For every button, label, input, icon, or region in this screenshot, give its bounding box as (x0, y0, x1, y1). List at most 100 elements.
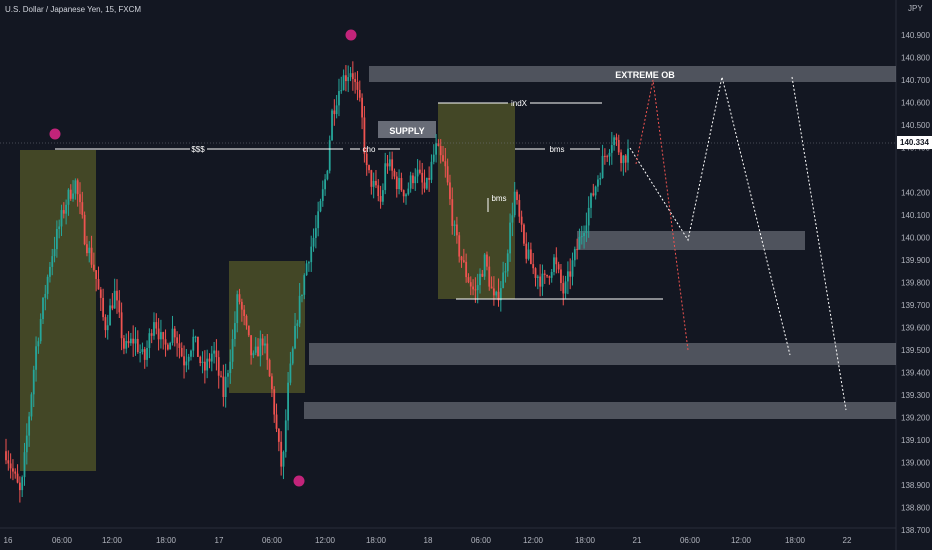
price-tick-label: 139.700 (901, 301, 930, 310)
time-tick-label: 12:00 (523, 536, 544, 545)
price-tick-label: 138.900 (901, 481, 930, 490)
candle-body (271, 376, 273, 390)
candle-body (171, 328, 174, 343)
price-tick-label: 139.400 (901, 369, 930, 378)
candle-body (185, 361, 188, 366)
candle-body (42, 297, 44, 320)
candle-body (462, 260, 465, 262)
candle-body (486, 254, 488, 267)
time-tick-label: 18:00 (366, 536, 387, 545)
candle-body (326, 170, 329, 180)
candle-body (416, 169, 419, 177)
candle-body (499, 288, 502, 301)
candle-body (146, 347, 148, 360)
candle-body (379, 196, 382, 202)
time-tick-label: 17 (215, 536, 224, 545)
candle-body (25, 435, 28, 453)
candle-body (28, 416, 31, 436)
zone-139-1 (304, 402, 896, 419)
candle-body (520, 216, 523, 225)
candle-body (502, 272, 505, 289)
candle-body (220, 375, 222, 377)
time-tick-label: 18:00 (575, 536, 596, 545)
candle-body (125, 341, 128, 349)
candle-body (178, 343, 181, 348)
price-tick-label: 140.800 (901, 54, 930, 63)
candle-body (576, 249, 579, 251)
supply-label: SUPPLY (389, 126, 424, 136)
candle-body (32, 369, 35, 395)
candle-body (442, 155, 444, 162)
candle-body (613, 137, 616, 146)
candle-body (351, 73, 354, 80)
candle-body (587, 207, 590, 226)
candle-body (231, 339, 234, 362)
candle-body (243, 309, 246, 316)
candle-body (472, 286, 474, 290)
candle-body (222, 376, 225, 397)
time-axis[interactable]: 16 06:00 12:00 18:00 17 06:00 12:00 18:00 18 06:0… (4, 536, 852, 545)
candle-body (58, 226, 61, 230)
candle-body (273, 389, 276, 415)
candle-body (213, 350, 216, 354)
candle-body (268, 359, 271, 377)
candle-body (201, 361, 204, 364)
candle-body (176, 337, 179, 344)
candle-body (583, 232, 585, 237)
candle-body (12, 468, 14, 472)
candle-body (340, 90, 343, 92)
candle-body (245, 315, 248, 326)
candle-body (421, 172, 424, 183)
candle-body (143, 349, 146, 360)
candle-body (597, 179, 599, 187)
candle-body (150, 333, 153, 336)
bms-upper-label: bms (549, 145, 564, 154)
candle-body (312, 237, 315, 247)
candle-body (240, 301, 243, 310)
candle-body (624, 155, 627, 163)
candle-body (294, 325, 296, 349)
candles-layer (5, 61, 629, 503)
candle-body (289, 363, 292, 383)
candle-body (580, 236, 583, 238)
price-tick-label: 139.900 (901, 256, 930, 265)
candle-body (141, 349, 144, 352)
candle-body (118, 300, 121, 313)
supply-zone-right (438, 103, 515, 299)
candle-body (435, 143, 437, 155)
candle-body (199, 356, 202, 364)
candle-body (162, 332, 165, 340)
candle-body (148, 333, 151, 348)
candle-body (106, 325, 109, 331)
candle-body (252, 352, 255, 356)
candle-body (324, 179, 326, 190)
candle-body (236, 294, 239, 324)
candle-body (564, 281, 567, 294)
candle-body (111, 305, 114, 309)
candle-body (86, 244, 88, 254)
currency-label: JPY (908, 4, 923, 13)
candle-body (444, 161, 447, 167)
price-tick-label: 140.500 (901, 121, 930, 130)
candle-body (102, 297, 105, 318)
candle-body (377, 185, 380, 197)
time-tick-label: 06:00 (471, 536, 492, 545)
candle-body (460, 256, 463, 261)
candle-body (363, 117, 366, 154)
candle-body (615, 137, 618, 141)
candle-body (319, 201, 322, 212)
candle-body (134, 338, 137, 344)
candle-body (603, 155, 606, 157)
candle-body (405, 194, 407, 197)
candle-body (46, 276, 49, 294)
candle-body (407, 188, 410, 195)
candle-body (381, 190, 384, 202)
price-tick-label: 139.500 (901, 346, 930, 355)
candle-body (481, 273, 484, 277)
price-tick-label: 139.200 (901, 414, 930, 423)
candle-body (160, 332, 162, 340)
candle-body (298, 295, 301, 324)
price-axis[interactable]: 140.900140.800140.700140.600140.500140.4… (897, 4, 932, 535)
candle-body (169, 342, 172, 350)
